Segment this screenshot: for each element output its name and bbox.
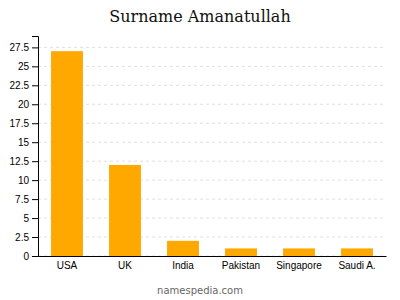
y-tick-label: 0 — [23, 251, 29, 262]
grid-line — [38, 66, 386, 67]
x-tick-label: UK — [118, 260, 132, 271]
y-tick-mark — [32, 123, 38, 124]
x-tick: USA — [57, 256, 78, 271]
bar — [167, 241, 199, 256]
x-axis-line — [39, 256, 387, 257]
y-tick: 20 — [18, 99, 38, 110]
bar — [225, 248, 257, 256]
y-tick-mark — [32, 161, 38, 162]
y-tick: 27.5 — [10, 42, 38, 53]
y-tick: 7.5 — [15, 194, 38, 205]
y-tick: 10 — [18, 175, 38, 186]
grid — [38, 47, 386, 256]
y-tick-label: 17.5 — [10, 118, 30, 129]
y-tick-label: 12.5 — [10, 156, 30, 167]
x-tick: Saudi A. — [338, 256, 375, 271]
y-tick-mark — [32, 104, 38, 105]
y-axis-line — [32, 37, 39, 257]
y-tick-label: 5 — [23, 213, 29, 224]
y-tick: 15 — [18, 137, 38, 148]
x-tick: Pakistan — [222, 256, 260, 271]
y-tick-label: 15 — [18, 137, 30, 148]
y-axis: 0 2.5 5 7.5 10 12.5 15 17.5 20 22.5 25 27.5 — [10, 37, 39, 262]
chart: 0 2.5 5 7.5 10 12.5 15 17.5 20 22.5 25 27.5 USA UK Ind… — [0, 0, 400, 300]
plot-area: 0 2.5 5 7.5 10 12.5 15 17.5 20 22.5 25 27.5 USA UK Ind… — [10, 37, 387, 272]
grid-line — [38, 256, 386, 257]
y-tick-label: 2.5 — [15, 232, 29, 243]
y-tick-mark — [32, 142, 38, 143]
y-tick-mark — [32, 66, 38, 67]
y-tick-mark — [32, 199, 38, 200]
y-tick: 25 — [18, 61, 38, 72]
x-tick-label: India — [172, 260, 194, 271]
x-tick-label: Saudi A. — [338, 260, 375, 271]
title: Surname Amanatullah — [109, 7, 290, 26]
x-tick-label: Singapore — [276, 260, 322, 271]
y-tick-mark — [32, 85, 38, 86]
grid-line — [38, 85, 386, 86]
y-tick-mark — [32, 237, 38, 238]
y-tick-mark — [32, 218, 38, 219]
bar — [341, 248, 373, 256]
y-tick-label: 20 — [18, 99, 30, 110]
y-tick-label: 22.5 — [10, 80, 30, 91]
y-tick: 2.5 — [15, 232, 38, 243]
grid-line — [38, 123, 386, 124]
y-tick-mark — [32, 256, 38, 257]
grid-line — [38, 161, 386, 162]
y-tick: 17.5 — [10, 118, 38, 129]
y-tick-label: 10 — [18, 175, 30, 186]
y-tick: 22.5 — [10, 80, 38, 91]
x-tick: India — [172, 256, 194, 271]
grid-line — [38, 218, 386, 219]
grid-line — [38, 199, 386, 200]
y-tick-mark — [32, 47, 38, 48]
y-tick-mark — [32, 180, 38, 181]
y-tick-label: 7.5 — [15, 194, 29, 205]
grid-line — [38, 47, 386, 48]
bar — [109, 165, 141, 256]
y-tick: 12.5 — [10, 156, 38, 167]
x-tick: Singapore — [276, 256, 322, 271]
bar — [51, 51, 83, 256]
x-tick: UK — [118, 256, 132, 271]
grid-line — [38, 142, 386, 143]
bar — [283, 248, 315, 256]
grid-line — [38, 180, 386, 181]
y-tick-label: 25 — [18, 61, 30, 72]
x-tick-label: Pakistan — [222, 260, 260, 271]
grid-line — [38, 237, 386, 238]
y-tick: 0 — [23, 251, 38, 262]
x-axis: USA UK India Pakistan Singapore Saudi A. — [39, 256, 387, 271]
marks — [51, 51, 373, 256]
footer: namespedia.com — [157, 285, 243, 296]
grid-line — [38, 104, 386, 105]
y-tick-label: 27.5 — [10, 42, 30, 53]
y-tick: 5 — [23, 213, 38, 224]
x-tick-label: USA — [57, 260, 78, 271]
